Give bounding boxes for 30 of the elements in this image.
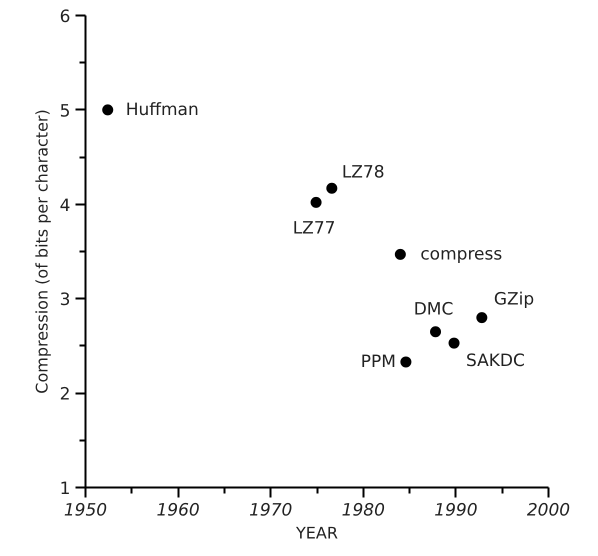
annotation: compress — [420, 244, 502, 264]
annotation: Huffman — [126, 100, 199, 120]
x-tick-label: 2000 — [526, 500, 570, 520]
point — [430, 326, 442, 338]
annotation: PPM — [360, 352, 396, 372]
point — [394, 248, 406, 260]
annotation: LZ78 — [342, 162, 385, 182]
x-tick-label: 1970 — [249, 500, 292, 520]
point — [102, 104, 114, 116]
x-axis-title: YEAR — [295, 524, 338, 542]
y-tick-label: 5 — [60, 101, 71, 122]
annotation: SAKDC — [466, 351, 525, 372]
point — [326, 182, 338, 194]
y-tick-label: 2 — [60, 384, 71, 405]
y-axis-title: Compression (of bits per character) — [32, 109, 52, 394]
y-tick-label: 6 — [60, 7, 71, 27]
annotation: LZ77 — [292, 218, 336, 238]
point — [448, 338, 460, 349]
point — [310, 196, 322, 208]
annotation: DMC — [414, 300, 454, 320]
x-tick-label: 1950 — [64, 500, 108, 520]
point — [476, 312, 488, 324]
y-tick-label: 4 — [60, 196, 71, 216]
x-tick-label: 1980 — [342, 500, 385, 520]
y-tick-label: 1 — [60, 479, 71, 499]
point — [400, 356, 412, 368]
annotation: GZip — [494, 290, 534, 310]
x-tick-label: 1960 — [156, 500, 200, 520]
y-tick-label: 3 — [60, 290, 71, 310]
x-tick-label: 1990 — [434, 500, 478, 520]
